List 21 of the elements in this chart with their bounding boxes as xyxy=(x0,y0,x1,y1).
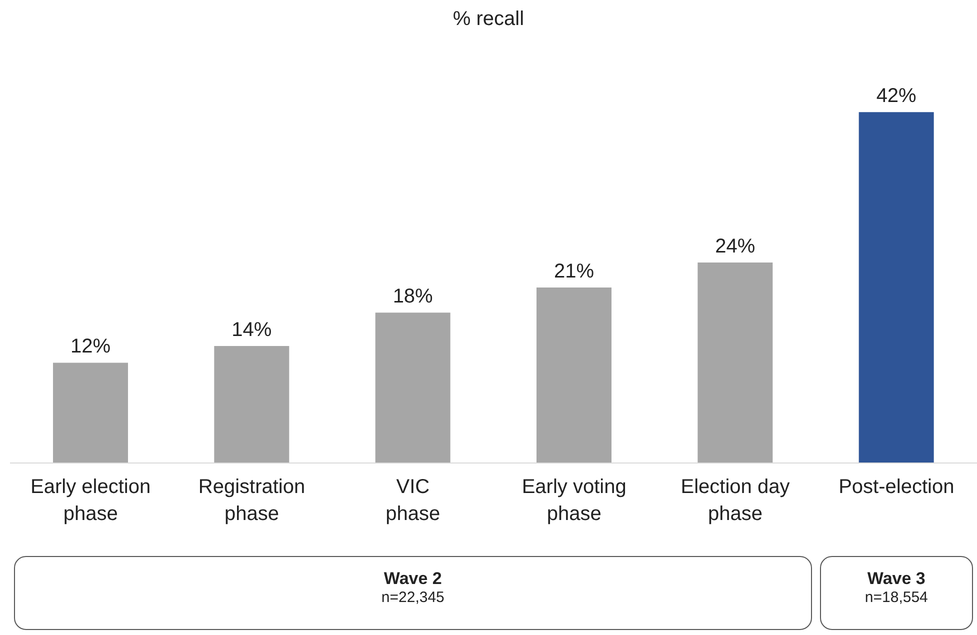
data-label: 24% xyxy=(715,235,756,258)
data-label: 18% xyxy=(392,286,434,308)
x-tick-label: Election day phase xyxy=(680,476,790,525)
chart-title: % recall xyxy=(452,8,526,31)
bar xyxy=(698,262,773,463)
bar xyxy=(858,112,934,463)
bar xyxy=(375,312,450,463)
bar xyxy=(53,362,128,463)
x-tick-label: VIC phase xyxy=(386,476,440,525)
data-label: 21% xyxy=(554,260,594,283)
x-tick-label: Early election phase xyxy=(30,476,151,525)
bracket-box: Wave 3 n=18,554 xyxy=(820,556,973,630)
bracket-box: Wave 2 n=22,345 xyxy=(14,556,812,630)
data-label: 42% xyxy=(876,85,917,108)
x-tick-label: Post-election xyxy=(838,476,954,498)
x-tick-label: Early voting phase xyxy=(522,476,626,525)
data-label: 12% xyxy=(70,336,111,358)
bar xyxy=(536,288,612,463)
bar xyxy=(214,346,290,463)
x-tick-label: Registration phase xyxy=(198,476,306,525)
data-label: 14% xyxy=(232,319,272,342)
